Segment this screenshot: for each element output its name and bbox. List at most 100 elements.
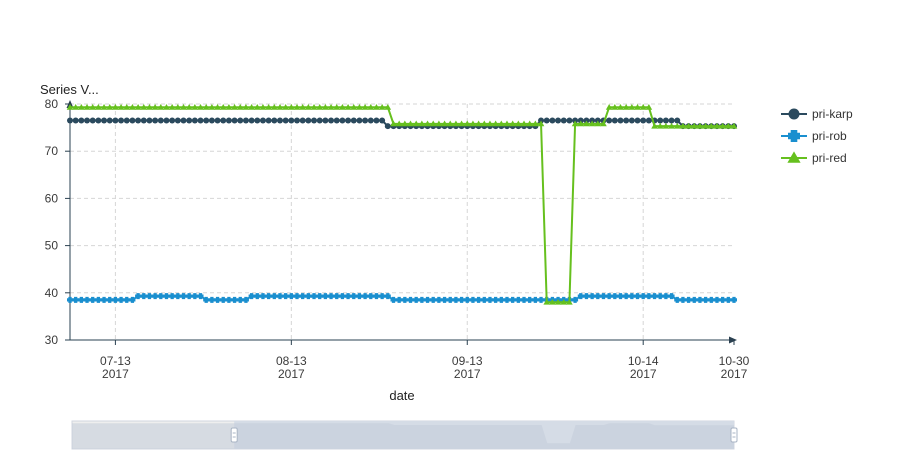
legend-item-pri-red[interactable]: pri-red (781, 151, 847, 165)
legend-item-pri-rob[interactable]: pri-rob (781, 129, 847, 143)
data-point (214, 104, 221, 110)
data-point (242, 296, 249, 303)
data-point (543, 117, 550, 124)
data-point (463, 120, 471, 127)
data-point (668, 293, 675, 300)
data-point (458, 120, 465, 127)
data-point (713, 122, 721, 129)
data-point (583, 293, 590, 300)
x-tick-label: 10-14 (628, 354, 659, 368)
data-point (503, 120, 511, 127)
x-tick-label: 09-13 (452, 354, 483, 368)
data-point (271, 104, 278, 110)
data-point (566, 117, 573, 124)
data-point (447, 296, 454, 303)
data-point (367, 117, 374, 124)
data-point (589, 293, 596, 300)
data-point (674, 117, 681, 124)
data-point (730, 122, 738, 129)
data-point (271, 293, 278, 300)
data-point (236, 104, 244, 110)
data-point (554, 298, 562, 305)
data-point (345, 117, 352, 124)
data-point (429, 120, 437, 127)
data-point (611, 117, 618, 124)
data-point (231, 104, 238, 110)
data-point (503, 296, 510, 303)
data-point (214, 296, 221, 303)
data-point (146, 293, 153, 300)
data-point (100, 104, 108, 110)
zoom-handle[interactable] (230, 427, 238, 443)
data-point (106, 117, 113, 124)
data-point (191, 104, 199, 110)
data-point (492, 120, 499, 127)
data-point (407, 296, 414, 303)
data-point (118, 296, 125, 303)
data-point (464, 296, 471, 303)
legend-item-pri-karp[interactable]: pri-karp (781, 107, 853, 121)
data-point (622, 104, 630, 110)
grid-lines (70, 103, 734, 340)
data-point (350, 293, 357, 300)
data-point (702, 296, 709, 303)
data-point (481, 296, 488, 303)
data-point (424, 120, 431, 127)
data-point (719, 122, 726, 129)
data-point (339, 293, 346, 300)
data-point (123, 296, 130, 303)
x-tick-year: 2017 (721, 367, 748, 381)
data-point (696, 122, 704, 129)
data-point (651, 122, 658, 129)
data-point (367, 104, 375, 110)
data-point (146, 117, 153, 124)
data-point (333, 104, 341, 110)
data-point (169, 293, 176, 300)
data-point (537, 120, 545, 127)
legend[interactable]: pri-karp pri-rob pri-red (781, 107, 853, 165)
data-point (384, 104, 392, 110)
zoom-handle-grip-icon[interactable] (730, 427, 738, 443)
zoom-handle-grip-icon[interactable] (230, 427, 238, 443)
data-point (112, 117, 119, 124)
data-point (311, 293, 318, 300)
series-layer (66, 104, 738, 305)
data-point (282, 104, 289, 110)
legend-label: pri-red (812, 151, 847, 165)
data-point (123, 104, 131, 110)
data-point (265, 104, 272, 110)
data-point (475, 296, 482, 303)
data-point (350, 104, 358, 110)
data-point (691, 296, 698, 303)
data-point (594, 117, 601, 124)
data-point (594, 293, 601, 300)
data-point (237, 117, 244, 124)
data-point (288, 117, 295, 124)
data-point (731, 296, 737, 303)
data-point (628, 117, 635, 124)
data-point (276, 117, 283, 124)
data-point (67, 296, 73, 303)
data-point (390, 296, 397, 303)
data-point (486, 120, 494, 127)
data-point (310, 104, 318, 110)
data-zoom-slider[interactable] (71, 420, 738, 450)
data-point (118, 117, 125, 124)
data-point (617, 117, 624, 124)
data-point (117, 104, 125, 110)
zoom-handle[interactable] (730, 427, 738, 443)
data-point (446, 120, 454, 127)
data-point (651, 293, 658, 300)
data-point (129, 117, 136, 124)
data-point (634, 104, 641, 110)
data-point (66, 104, 74, 110)
data-point (123, 117, 130, 124)
data-point (322, 104, 329, 110)
data-point (248, 117, 255, 124)
data-point (486, 296, 493, 303)
data-point (662, 122, 670, 129)
data-point (78, 296, 85, 303)
data-point (135, 293, 142, 300)
data-point (634, 293, 641, 300)
data-point (509, 120, 516, 127)
